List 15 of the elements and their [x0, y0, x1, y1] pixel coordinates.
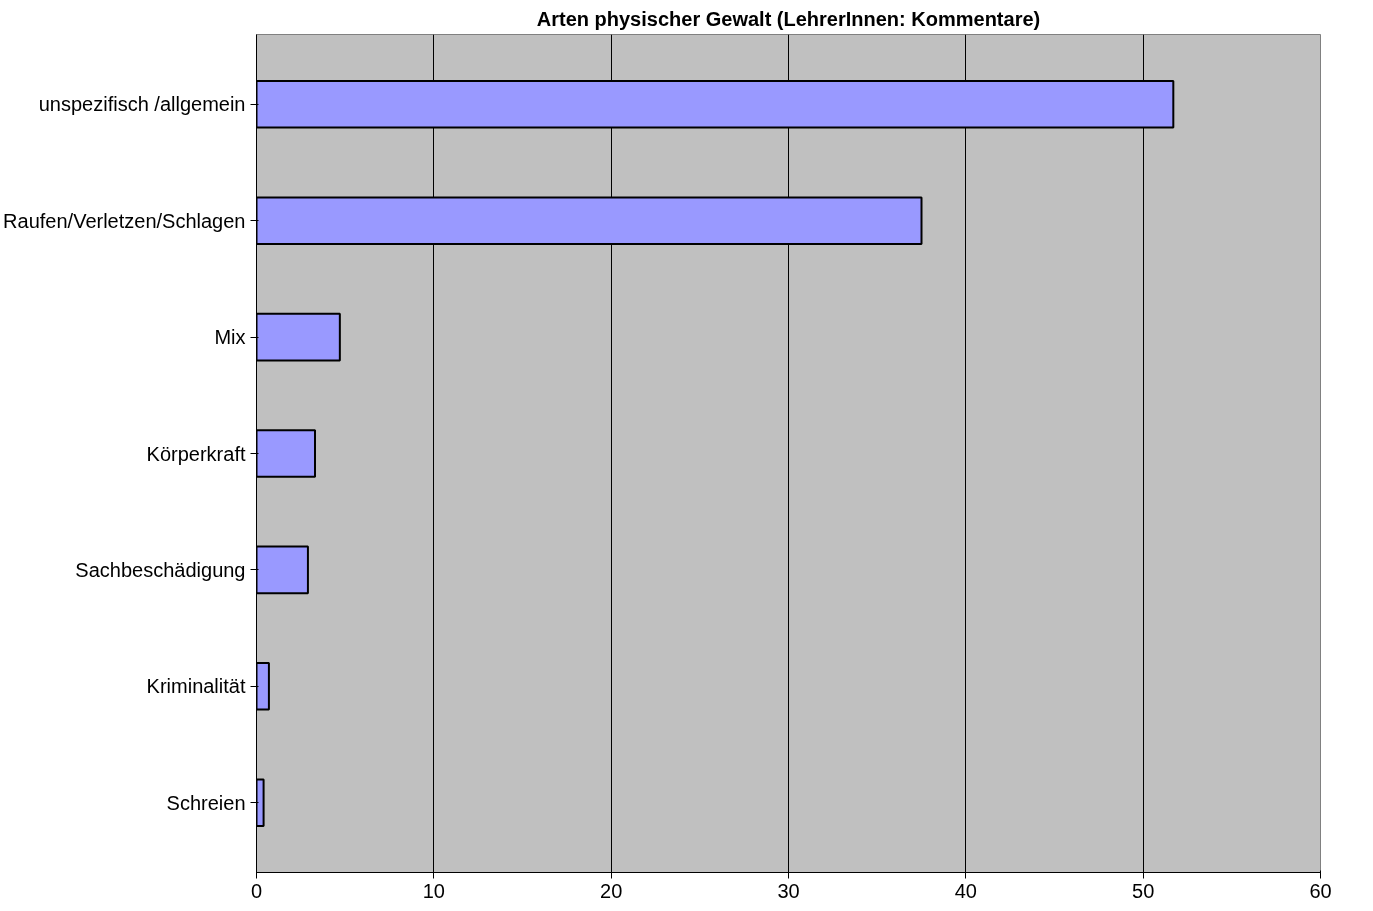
- y-tick-label: Schreien: [166, 791, 246, 814]
- x-tick-label: 10: [422, 879, 445, 902]
- x-tick-label: 50: [1132, 879, 1155, 902]
- x-tick-label: 60: [1309, 879, 1332, 902]
- x-tick-label: 20: [600, 879, 623, 902]
- x-tick-label: 0: [250, 879, 263, 902]
- y-tick-label: Raufen/Verletzen/Schlagen: [3, 209, 246, 232]
- x-tick-label: 40: [954, 879, 977, 902]
- x-tick-label: 30: [777, 879, 800, 902]
- y-tick-label: Kriminalität: [146, 675, 246, 698]
- chart-title: Arten physischer Gewalt (LehrerInnen: Kommentare): [536, 7, 1041, 30]
- y-tick-label: Körperkraft: [146, 442, 246, 465]
- y-tick-label: Sachbeschädigung: [75, 558, 246, 581]
- y-tick-label: Mix: [214, 326, 246, 349]
- y-tick-label: unspezifisch /allgemein: [38, 93, 246, 116]
